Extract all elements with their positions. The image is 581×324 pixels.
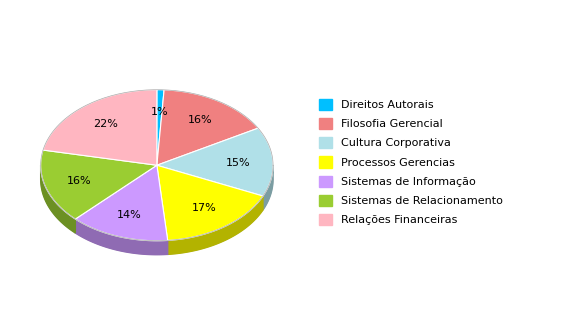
Text: 16%: 16% <box>188 115 213 125</box>
Text: 14%: 14% <box>117 210 142 220</box>
Text: 22%: 22% <box>93 119 118 129</box>
Polygon shape <box>168 196 263 254</box>
Polygon shape <box>157 128 273 196</box>
Polygon shape <box>41 150 157 219</box>
Polygon shape <box>157 90 164 165</box>
Text: 17%: 17% <box>192 203 217 213</box>
Polygon shape <box>76 165 168 241</box>
Text: 1%: 1% <box>150 107 168 117</box>
Text: 15%: 15% <box>226 158 250 168</box>
Polygon shape <box>157 165 263 240</box>
Text: 16%: 16% <box>67 176 91 186</box>
Legend: Direitos Autorais, Filosofia Gerencial, Cultura Corporativa, Processos Gerencias: Direitos Autorais, Filosofia Gerencial, … <box>314 93 509 231</box>
Polygon shape <box>41 165 76 233</box>
Polygon shape <box>76 219 168 255</box>
Polygon shape <box>157 90 258 165</box>
Polygon shape <box>263 165 273 210</box>
Polygon shape <box>43 90 157 165</box>
